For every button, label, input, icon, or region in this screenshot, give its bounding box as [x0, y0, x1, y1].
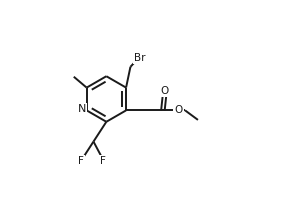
Text: Br: Br — [134, 53, 146, 63]
Text: F: F — [101, 156, 106, 166]
Text: O: O — [174, 105, 183, 115]
Text: N: N — [78, 104, 86, 114]
Text: F: F — [78, 156, 84, 166]
Text: O: O — [160, 86, 169, 96]
